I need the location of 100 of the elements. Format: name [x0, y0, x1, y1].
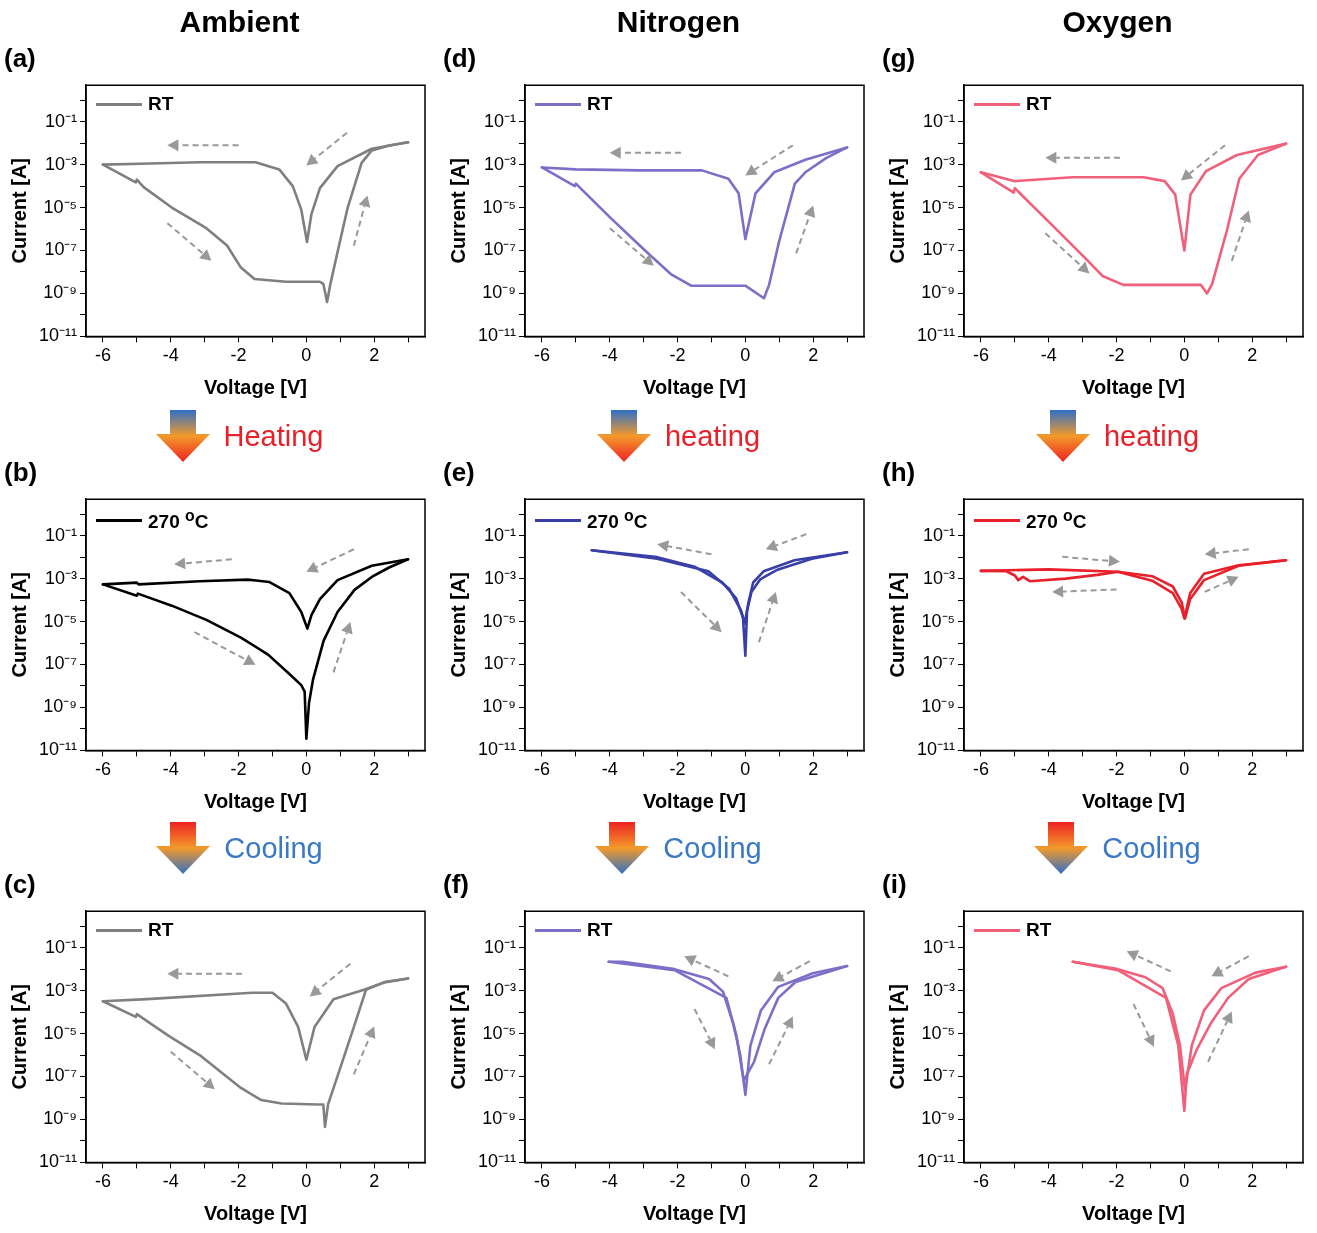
legend-label: 270 $^{o}$C: [587, 507, 648, 534]
y-tick-label: 10⁻³: [483, 567, 517, 588]
chart-title: (d): [443, 42, 477, 73]
y-tick-label: 10⁻⁹: [43, 1108, 78, 1129]
y-tick-label: 10⁻⁷: [922, 1065, 956, 1086]
x-tick-label: -4: [601, 345, 618, 366]
x-tick-label: -6: [94, 345, 111, 366]
y-tick-label: 10⁻⁵: [43, 1022, 78, 1043]
x-tick-label: 0: [301, 1171, 312, 1192]
y-tick-label: 10⁻³: [44, 153, 78, 174]
y-tick-label: 10⁻⁷: [483, 653, 517, 674]
x-tick-label: -2: [669, 759, 686, 780]
x-tick-label: 0: [1179, 759, 1190, 780]
text: Cooling: [1102, 831, 1201, 865]
y-tick-label: 10⁻³: [483, 979, 517, 1000]
chart-title: (e): [443, 456, 475, 487]
y-tick-label: 10⁻³: [922, 979, 956, 1000]
text: Ambient: [179, 5, 300, 39]
x-tick-label: -2: [1108, 345, 1125, 366]
text: Cooling: [224, 831, 323, 865]
chart-title: (c): [4, 868, 36, 899]
x-axis-title: Voltage [V]: [204, 375, 307, 398]
y-tick-label: 10⁻⁵: [43, 196, 78, 217]
x-tick-label: -4: [601, 1171, 618, 1192]
x-tick-label: -2: [230, 1171, 247, 1192]
y-tick-label: 10⁻⁷: [483, 239, 517, 260]
y-tick-label: 10⁻⁵: [482, 1022, 517, 1043]
y-tick-label: 10⁻³: [483, 153, 517, 174]
x-tick-label: -2: [1108, 759, 1125, 780]
y-axis-title: Current [A]: [885, 984, 908, 1090]
x-tick-label: 0: [740, 345, 751, 366]
x-tick-label: 2: [1247, 1171, 1258, 1192]
y-axis-title: Current [A]: [7, 984, 30, 1090]
y-tick-label: 10⁻¹¹: [916, 739, 956, 760]
x-tick-label: 0: [1179, 1171, 1190, 1192]
y-tick-label: 10⁻³: [922, 567, 956, 588]
y-tick-label: 10⁻⁵: [482, 196, 517, 217]
y-tick-label: 10⁻¹: [922, 110, 956, 131]
y-tick-label: 10⁻¹: [44, 110, 78, 131]
chart-title: (h): [882, 456, 916, 487]
x-tick-label: -4: [1040, 345, 1057, 366]
x-tick-label: -4: [162, 759, 179, 780]
x-axis-title: Voltage [V]: [1082, 789, 1185, 812]
y-axis-title: Current [A]: [885, 572, 908, 678]
x-tick-label: 2: [1247, 345, 1258, 366]
x-axis-title: Voltage [V]: [204, 789, 307, 812]
text: Nitrogen: [616, 5, 741, 39]
x-tick-label: -2: [230, 345, 247, 366]
y-tick-label: 10⁻¹: [483, 524, 517, 545]
x-axis-title: Voltage [V]: [1082, 1201, 1185, 1224]
x-tick-label: -2: [1108, 1171, 1125, 1192]
y-tick-label: 10⁻¹: [922, 936, 956, 957]
x-tick-label: 2: [808, 1171, 819, 1192]
y-tick-label: 10⁻¹: [483, 110, 517, 131]
y-tick-label: 10⁻³: [44, 979, 78, 1000]
text: Cooling: [663, 831, 762, 865]
y-tick-label: 10⁻¹: [922, 524, 956, 545]
x-axis-title: Voltage [V]: [643, 375, 746, 398]
y-tick-label: 10⁻⁷: [44, 653, 78, 674]
y-tick-label: 10⁻¹: [483, 936, 517, 957]
y-tick-label: 10⁻⁵: [43, 610, 78, 631]
x-tick-label: 0: [301, 759, 312, 780]
legend-label: RT: [1026, 919, 1052, 942]
x-axis-title: Voltage [V]: [1082, 375, 1185, 398]
x-tick-label: -6: [533, 1171, 550, 1192]
y-tick-label: 10⁻⁷: [922, 653, 956, 674]
text: Heating: [223, 419, 324, 453]
y-tick-label: 10⁻¹: [44, 936, 78, 957]
x-tick-label: -4: [162, 345, 179, 366]
y-tick-label: 10⁻³: [922, 153, 956, 174]
y-tick-label: 10⁻⁹: [482, 282, 517, 303]
y-tick-label: 10⁻⁷: [44, 1065, 78, 1086]
y-axis-title: Current [A]: [7, 158, 30, 264]
y-tick-label: 10⁻¹¹: [477, 1151, 517, 1172]
y-tick-label: 10⁻⁵: [921, 1022, 956, 1043]
y-axis-title: Current [A]: [446, 984, 469, 1090]
y-tick-label: 10⁻¹¹: [38, 739, 78, 760]
x-tick-label: 2: [808, 759, 819, 780]
y-axis-title: Current [A]: [446, 158, 469, 264]
x-tick-label: -6: [533, 759, 550, 780]
legend-label: RT: [148, 919, 174, 942]
x-tick-label: -6: [972, 759, 989, 780]
legend-label: 270 $^{o}$C: [148, 507, 209, 534]
y-tick-label: 10⁻⁹: [921, 696, 956, 717]
y-tick-label: 10⁻¹¹: [38, 325, 78, 346]
x-tick-label: 0: [301, 345, 312, 366]
chart-title: (a): [4, 42, 36, 73]
x-tick-label: -6: [533, 345, 550, 366]
x-tick-label: -2: [669, 1171, 686, 1192]
y-tick-label: 10⁻³: [44, 567, 78, 588]
y-tick-label: 10⁻¹¹: [477, 325, 517, 346]
chart-title: (i): [882, 868, 907, 899]
y-tick-label: 10⁻⁹: [921, 282, 956, 303]
x-axis-title: Voltage [V]: [204, 1201, 307, 1224]
y-tick-label: 10⁻¹¹: [477, 739, 517, 760]
chart-title: (f): [443, 868, 469, 899]
chart-title: (g): [882, 42, 916, 73]
x-tick-label: 2: [369, 1171, 380, 1192]
x-axis-title: Voltage [V]: [643, 789, 746, 812]
y-tick-label: 10⁻⁹: [43, 282, 78, 303]
